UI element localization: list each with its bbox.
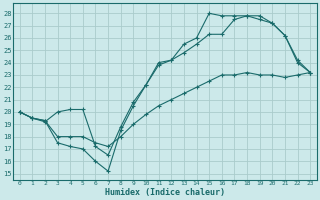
X-axis label: Humidex (Indice chaleur): Humidex (Indice chaleur) (105, 188, 225, 197)
